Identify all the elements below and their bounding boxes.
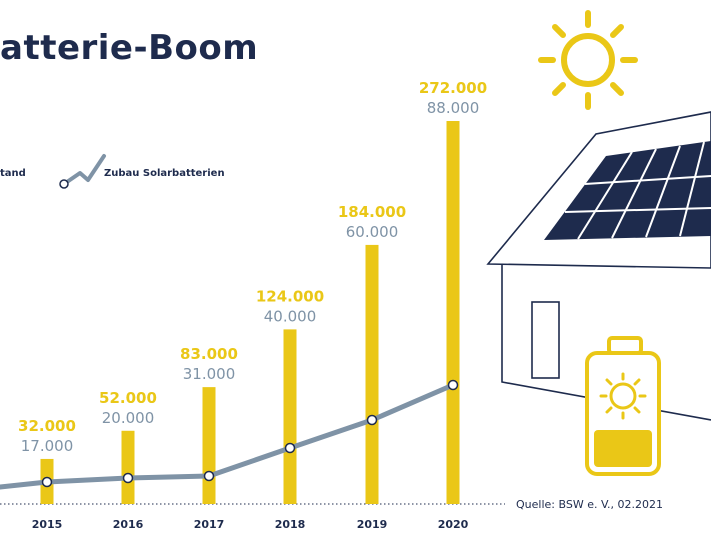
x-tick-2019: 2019: [357, 518, 388, 531]
x-tick-2020: 2020: [438, 518, 469, 531]
bar-2019: [365, 244, 379, 505]
line-point-2015: [41, 476, 53, 488]
line-point-2020: [447, 379, 459, 391]
x-tick-2016: 2016: [113, 518, 144, 531]
sun-icon: [538, 10, 638, 110]
bar-label-2015: 32.000: [18, 417, 76, 435]
x-tick-2015: 2015: [32, 518, 63, 531]
line-label-2020: 88.000: [427, 99, 480, 117]
bar-label-2020: 272.000: [419, 79, 487, 97]
legend-line-label: Zubau Solarbatterien: [104, 168, 225, 179]
bar-2020: [446, 121, 460, 504]
legend-line-icon: [59, 154, 106, 189]
bar-2018: [283, 329, 297, 504]
bar-label-2016: 52.000: [99, 389, 157, 407]
bar-2017: [202, 387, 216, 504]
bar-label-2017: 83.000: [180, 345, 238, 363]
bar-2016: [121, 430, 135, 504]
solar-panel-icon: [544, 141, 711, 240]
line-label-2017: 31.000: [183, 365, 236, 383]
line-label-2015: 17.000: [21, 437, 74, 455]
x-tick-2018: 2018: [275, 518, 306, 531]
chart-title: atterie-Boom: [0, 28, 259, 68]
bar-label-2019: 184.000: [338, 203, 406, 221]
line-point-2018: [284, 442, 296, 454]
line-point-2019: [366, 414, 378, 426]
line-label-2018: 40.000: [264, 307, 317, 325]
legend-bars-label: tand: [0, 168, 26, 179]
bar-label-2018: 124.000: [256, 287, 324, 305]
line-label-2019: 60.000: [346, 223, 399, 241]
battery-icon: [585, 336, 661, 476]
line-label-2016: 20.000: [102, 409, 155, 427]
line-point-2017: [203, 470, 215, 482]
source-note: Quelle: BSW e. V., 02.2021: [516, 498, 664, 511]
x-tick-2017: 2017: [194, 518, 225, 531]
line-point-2016: [122, 472, 134, 484]
